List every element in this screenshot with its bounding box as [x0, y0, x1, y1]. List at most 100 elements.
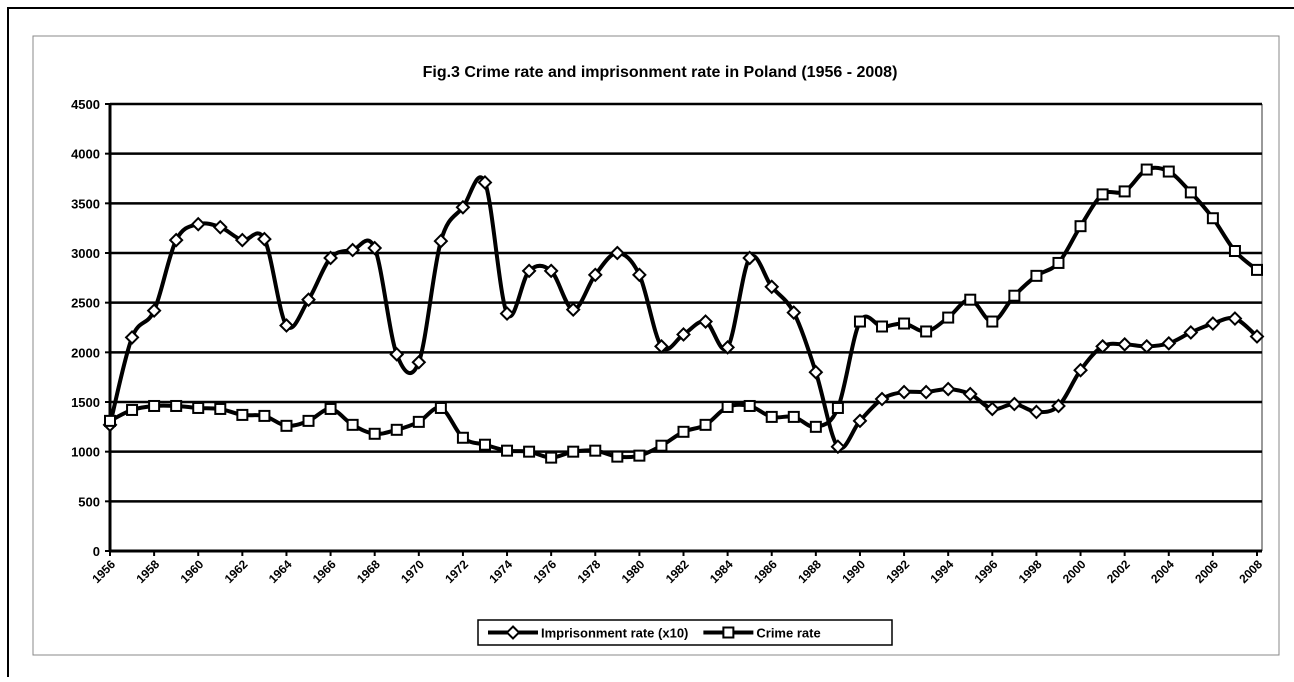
y-tick-label: 0	[93, 544, 100, 559]
data-point	[543, 263, 559, 279]
data-point	[234, 232, 250, 248]
legend-label: Crime rate	[756, 626, 820, 641]
data-point	[279, 318, 294, 333]
data-point	[280, 419, 293, 432]
data-point	[367, 240, 383, 256]
data-point	[455, 199, 471, 215]
data-point	[214, 402, 227, 415]
data-point	[611, 450, 624, 463]
data-point	[831, 401, 844, 414]
data-point	[765, 410, 778, 423]
data-point	[390, 423, 403, 436]
data-point	[146, 303, 162, 319]
data-point	[808, 364, 824, 380]
data-point	[589, 444, 602, 457]
data-point	[499, 306, 515, 322]
y-tick-label: 500	[78, 494, 100, 509]
data-point	[1139, 338, 1155, 354]
data-point	[478, 438, 491, 451]
data-point	[433, 233, 449, 249]
data-point	[1074, 220, 1087, 233]
data-point	[1205, 316, 1221, 331]
data-point	[743, 399, 756, 412]
data-point	[324, 402, 337, 415]
data-point	[1096, 188, 1109, 201]
y-tick-label: 1000	[71, 445, 100, 460]
data-point	[920, 325, 933, 338]
data-point	[720, 339, 736, 355]
data-point	[346, 418, 359, 431]
data-point	[676, 327, 691, 342]
data-point	[545, 451, 558, 464]
data-point	[323, 250, 338, 266]
data-point	[918, 384, 934, 400]
data-point	[698, 314, 713, 329]
data-point	[258, 409, 271, 422]
data-point	[654, 338, 669, 354]
data-point	[699, 418, 712, 431]
data-point	[1051, 398, 1066, 414]
data-point	[853, 315, 866, 328]
data-point	[1052, 256, 1065, 269]
y-tick-label: 3000	[71, 246, 100, 261]
data-point	[124, 330, 140, 345]
outer-frame	[7, 7, 1294, 682]
data-point	[256, 231, 272, 247]
data-point	[411, 354, 427, 370]
data-point	[1184, 186, 1197, 199]
data-point	[633, 449, 646, 462]
chart-title: Fig.3 Crime rate and imprisonment rate i…	[423, 64, 898, 81]
data-point	[1161, 335, 1177, 351]
legend-label: Imprisonment rate (x10)	[541, 626, 688, 641]
data-point	[1117, 336, 1133, 352]
data-point	[565, 302, 581, 318]
data-point	[742, 250, 758, 266]
data-point	[501, 444, 514, 457]
data-point	[1030, 269, 1043, 282]
data-point	[1249, 329, 1265, 344]
data-point	[1251, 263, 1263, 276]
data-point	[1095, 338, 1111, 354]
data-point	[874, 391, 890, 407]
data-point	[368, 427, 381, 440]
data-point	[1073, 362, 1088, 378]
data-point	[962, 386, 978, 402]
data-point	[567, 445, 580, 458]
data-point	[168, 232, 184, 248]
legend-marker	[722, 626, 735, 639]
legend	[477, 619, 893, 646]
data-point	[940, 381, 956, 397]
data-point	[477, 175, 493, 190]
data-point	[301, 292, 316, 308]
data-point	[170, 399, 183, 412]
data-point	[721, 400, 734, 413]
data-point	[212, 219, 228, 235]
data-point	[764, 279, 780, 295]
data-point	[521, 263, 537, 279]
data-point	[1228, 245, 1241, 258]
data-point	[655, 439, 668, 452]
data-point	[942, 311, 955, 324]
data-point	[302, 414, 315, 427]
data-point	[126, 403, 139, 416]
data-point	[809, 420, 822, 433]
y-tick-label: 4500	[71, 97, 100, 112]
data-point	[1029, 404, 1044, 420]
y-tick-label: 2500	[71, 296, 100, 311]
data-point	[192, 401, 205, 414]
data-point	[456, 431, 469, 444]
data-point	[587, 267, 603, 283]
data-point	[1008, 289, 1021, 302]
data-point	[389, 346, 405, 362]
data-point	[984, 401, 1000, 417]
data-point	[1162, 165, 1175, 178]
y-tick-label: 4000	[71, 147, 100, 162]
legend-marker	[505, 625, 521, 640]
data-point	[434, 401, 447, 414]
data-point	[631, 267, 647, 283]
data-point	[852, 413, 868, 429]
data-point	[523, 445, 536, 458]
data-point	[677, 425, 690, 438]
data-point	[1227, 311, 1243, 326]
